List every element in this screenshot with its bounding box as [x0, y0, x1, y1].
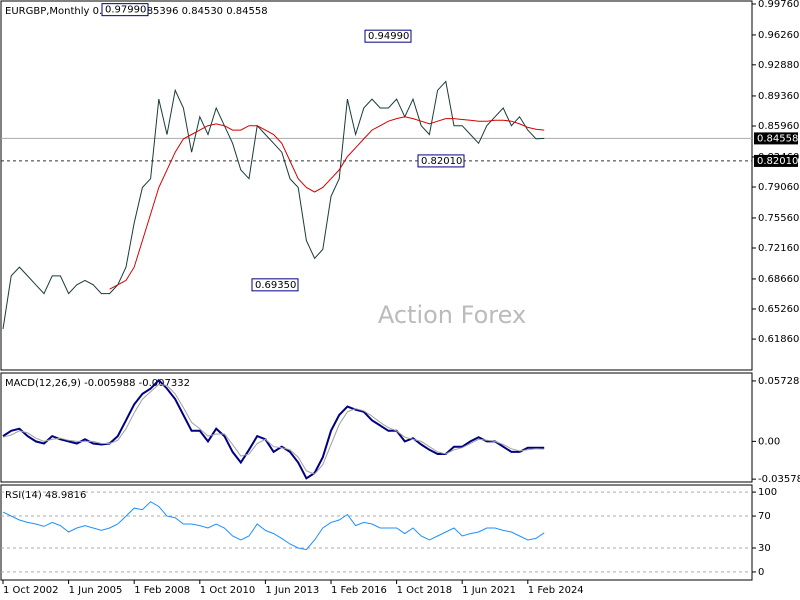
watermark: Action Forex — [378, 301, 526, 329]
y-tick-label: 0.68660 — [758, 274, 799, 285]
panel-title: MACD(12,26,9) -0.005988 -0.007332 — [5, 378, 190, 389]
x-tick-label: 1 Oct 2010 — [200, 585, 255, 596]
x-tick-label: 1 Feb 2008 — [134, 585, 190, 596]
y-tick-label: 0.75560 — [758, 213, 799, 224]
y-tick-label: 0.65260 — [758, 304, 799, 315]
level-tag — [754, 154, 798, 167]
x-tick-label: 1 Jun 2005 — [69, 585, 123, 596]
panel-frame — [0, 372, 753, 483]
x-tick-label: 1 Oct 2002 — [3, 585, 58, 596]
y-tick-label: 30 — [758, 543, 771, 554]
level-label: 0.84558 — [757, 133, 798, 144]
panel-title: RSI(14) 48.9816 — [5, 490, 86, 501]
y-tick-label: 0.96260 — [758, 30, 799, 41]
x-tick-label: 1 Jun 2013 — [265, 585, 319, 596]
x-tick-label: 1 Feb 2024 — [528, 585, 584, 596]
level-label: 0.82010 — [757, 156, 798, 167]
annotation-box — [251, 278, 299, 292]
y-tick-label: 70 — [758, 511, 771, 522]
y-tick-label: 0.05728 — [758, 376, 799, 387]
series-line — [2, 383, 545, 475]
series-line — [109, 116, 545, 290]
annotation-label: 0.97990 — [105, 5, 146, 16]
y-tick-label: 0.85960 — [758, 121, 799, 132]
y-tick-label: 0 — [758, 567, 764, 578]
panel-frame — [0, 0, 753, 371]
series-line — [2, 501, 545, 551]
y-tick-label: 0.92880 — [758, 60, 799, 71]
y-tick-label: 0.72160 — [758, 243, 799, 254]
x-tick-label: 1 Feb 2016 — [331, 585, 387, 596]
level-tag — [754, 132, 798, 145]
annotation-box — [364, 29, 412, 43]
annotation-label: 0.82010 — [421, 156, 462, 167]
series-line — [2, 378, 545, 480]
annotation-label: 0.94990 — [368, 31, 409, 42]
y-tick-label: 0.00 — [758, 436, 780, 447]
series-line — [2, 80, 545, 330]
y-tick-label: 0.99760 — [758, 0, 799, 10]
annotation-label: 0.69350 — [255, 280, 296, 291]
y-tick-label: -0.035783 — [758, 474, 800, 485]
y-tick-label: 0.89360 — [758, 91, 799, 102]
x-tick-label: 1 Jun 2021 — [462, 585, 516, 596]
panel-frame — [0, 484, 753, 581]
x-tick-label: 1 Oct 2018 — [397, 585, 452, 596]
y-tick-label: 0.79060 — [758, 182, 799, 193]
annotation-box — [417, 154, 465, 168]
annotation-box — [101, 3, 149, 17]
y-tick-label: 100 — [758, 487, 777, 498]
y-tick-label: 0.61860 — [758, 334, 799, 345]
